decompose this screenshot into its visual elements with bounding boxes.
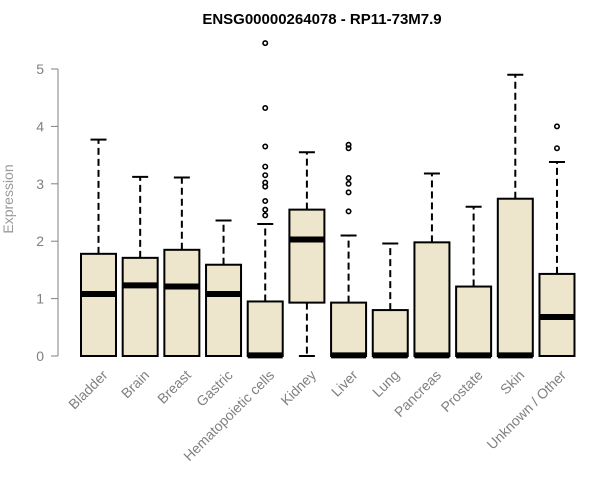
outlier-6-5 [345,141,352,148]
box-rect-10 [496,197,534,357]
outlier-4-7 [262,143,269,150]
outlier-11-0 [553,145,560,152]
box-rect-9 [455,285,493,357]
outlier-6-1 [345,189,352,196]
outlier-4-8 [262,105,269,112]
y-tick-label-0: 0 [36,348,44,364]
x-tick-label-10: Skin [497,367,528,398]
box-0 [80,138,117,357]
x-tick-label-6: Liver [328,367,361,400]
box-4 [246,40,284,359]
box-rect-8 [413,241,451,358]
box-rect-6 [330,301,368,358]
box-rect-1 [121,256,159,358]
x-tick-label-0: Bladder [65,367,111,413]
outlier-6-4 [345,145,352,152]
outlier-4-1 [262,206,269,213]
box-5 [288,151,326,357]
outlier-6-2 [345,180,352,187]
outlier-4-0 [262,212,269,219]
chart-title: ENSG00000264078 - RP11-73M7.9 [202,11,441,28]
outlier-4-6 [262,163,269,170]
x-tick-label-9: Prostate [438,367,486,415]
y-tick-label-4: 4 [36,118,44,134]
outlier-4-9 [262,40,269,47]
outlier-6-0 [345,208,352,215]
outlier-4-5 [262,172,269,179]
boxes [80,40,576,359]
box-7 [371,242,409,359]
x-tick-label-2: Breast [154,367,194,407]
box-6 [330,141,368,359]
box-11 [538,123,576,357]
box-2 [163,176,201,357]
x-tick-label-11: Unknown / Other [483,367,569,453]
box-9 [455,205,493,359]
y-tick-label-3: 3 [36,176,44,192]
box-rect-0 [80,252,117,357]
box-rect-4 [246,300,284,357]
y-axis-label: Expression [0,164,16,233]
box-rect-7 [371,309,409,357]
box-3 [205,219,243,358]
y-axis: 0 1 2 3 4 5 [36,61,59,364]
y-tick-label-5: 5 [36,61,44,77]
outlier-4-2 [262,198,269,205]
box-1 [121,175,159,358]
box-rect-5 [288,208,326,304]
box-rect-3 [205,263,243,358]
x-tick-label-5: Kidney [277,367,319,409]
y-tick-label-1: 1 [36,291,44,307]
y-tick-label-2: 2 [36,233,44,249]
box-rect-2 [163,248,201,357]
box-10 [496,73,534,359]
outlier-4-4 [262,179,269,186]
x-tick-label-7: Lung [369,367,402,400]
x-tick-label-1: Brain [118,367,152,401]
outlier-11-1 [553,123,560,130]
outlier-6-3 [345,175,352,182]
box-8 [413,172,451,359]
